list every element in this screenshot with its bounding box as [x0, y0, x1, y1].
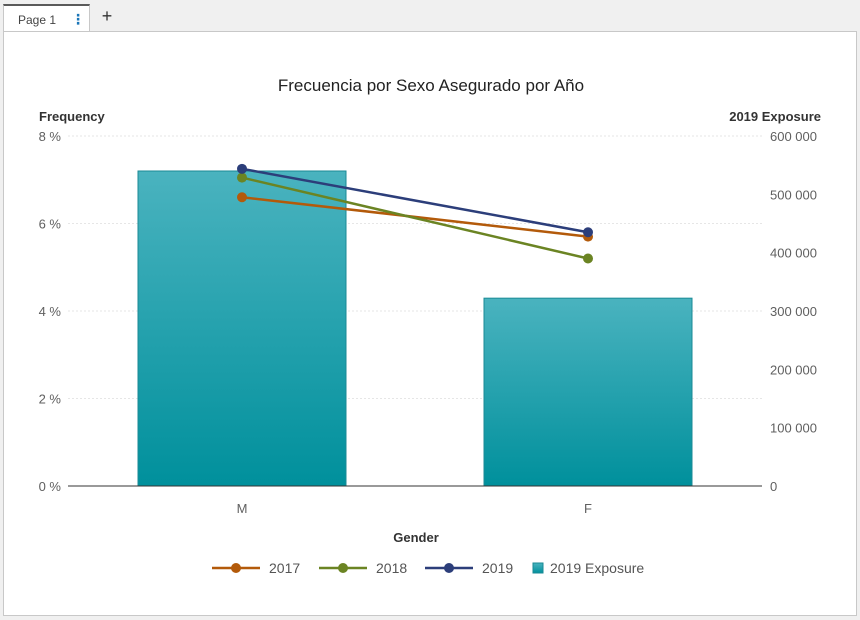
legend-label-2017: 2017 [269, 560, 300, 576]
bars [137, 170, 693, 487]
line-series [237, 163, 593, 264]
y2-tick-label: 500 000 [770, 187, 817, 202]
series-point-2019-m [237, 163, 247, 174]
x-axis-title: Gender [393, 530, 439, 545]
legend-marker-2019 [444, 563, 454, 573]
y2-tick-label: 400 000 [770, 246, 817, 261]
y2-axis-ticks: 0 100 000 200 000 300 000 400 000 500 000 600 … [770, 129, 817, 494]
series-line-2019 [241, 167, 589, 234]
legend-marker-exposure [532, 562, 544, 574]
y2-tick-label: 200 000 [770, 362, 817, 377]
y2-axis-title: 2019 Exposure [729, 109, 821, 124]
y-tick-label: 6 % [39, 217, 62, 232]
tab-page-1[interactable]: Page 1 ⋮ [3, 4, 90, 31]
y2-tick-label: 600 000 [770, 129, 817, 144]
exposure-bar-f [483, 297, 693, 487]
legend-label-exposure: 2019 Exposure [550, 560, 644, 576]
chart-title: Frecuencia por Sexo Asegurado por Año [278, 76, 584, 95]
series-point-2018-m [237, 172, 247, 183]
y2-tick-label: 100 000 [770, 421, 817, 436]
x-tick-label: M [237, 501, 248, 516]
series-line-2018 [241, 176, 589, 260]
series-point-2018-f [583, 253, 593, 264]
more-vertical-icon[interactable]: ⋮ [71, 11, 85, 27]
series-point-2019-f [583, 227, 593, 238]
exposure-bar-m [137, 170, 347, 487]
y-axis-title: Frequency [39, 109, 106, 124]
y-axis-ticks: 0 % 2 % 4 % 6 % 8 % [39, 129, 62, 494]
y-tick-label: 0 % [39, 479, 62, 494]
legend-marker-2017 [231, 563, 241, 573]
tab-label: Page 1 [18, 13, 57, 27]
y-tick-label: 8 % [39, 129, 62, 144]
legend-label-2019: 2019 [482, 560, 513, 576]
x-tick-label: F [584, 501, 592, 516]
plus-icon[interactable]: + [101, 6, 113, 26]
y2-tick-label: 300 000 [770, 304, 817, 319]
tab-bar: Page 1 ⋮ + [0, 0, 860, 31]
chart: Frecuencia por Sexo Asegurado por Año Fr… [39, 76, 821, 576]
y-tick-label: 4 % [39, 304, 62, 319]
series-point-2017-m [237, 192, 247, 203]
report-page: Frecuencia por Sexo Asegurado por Año Fr… [3, 31, 857, 616]
legend-label-2018: 2018 [376, 560, 407, 576]
y-tick-label: 2 % [39, 392, 62, 407]
legend-marker-2018 [338, 563, 348, 573]
legend: 2017 2018 2019 2019 Exposure [212, 560, 644, 576]
y2-tick-label: 0 [770, 479, 777, 494]
